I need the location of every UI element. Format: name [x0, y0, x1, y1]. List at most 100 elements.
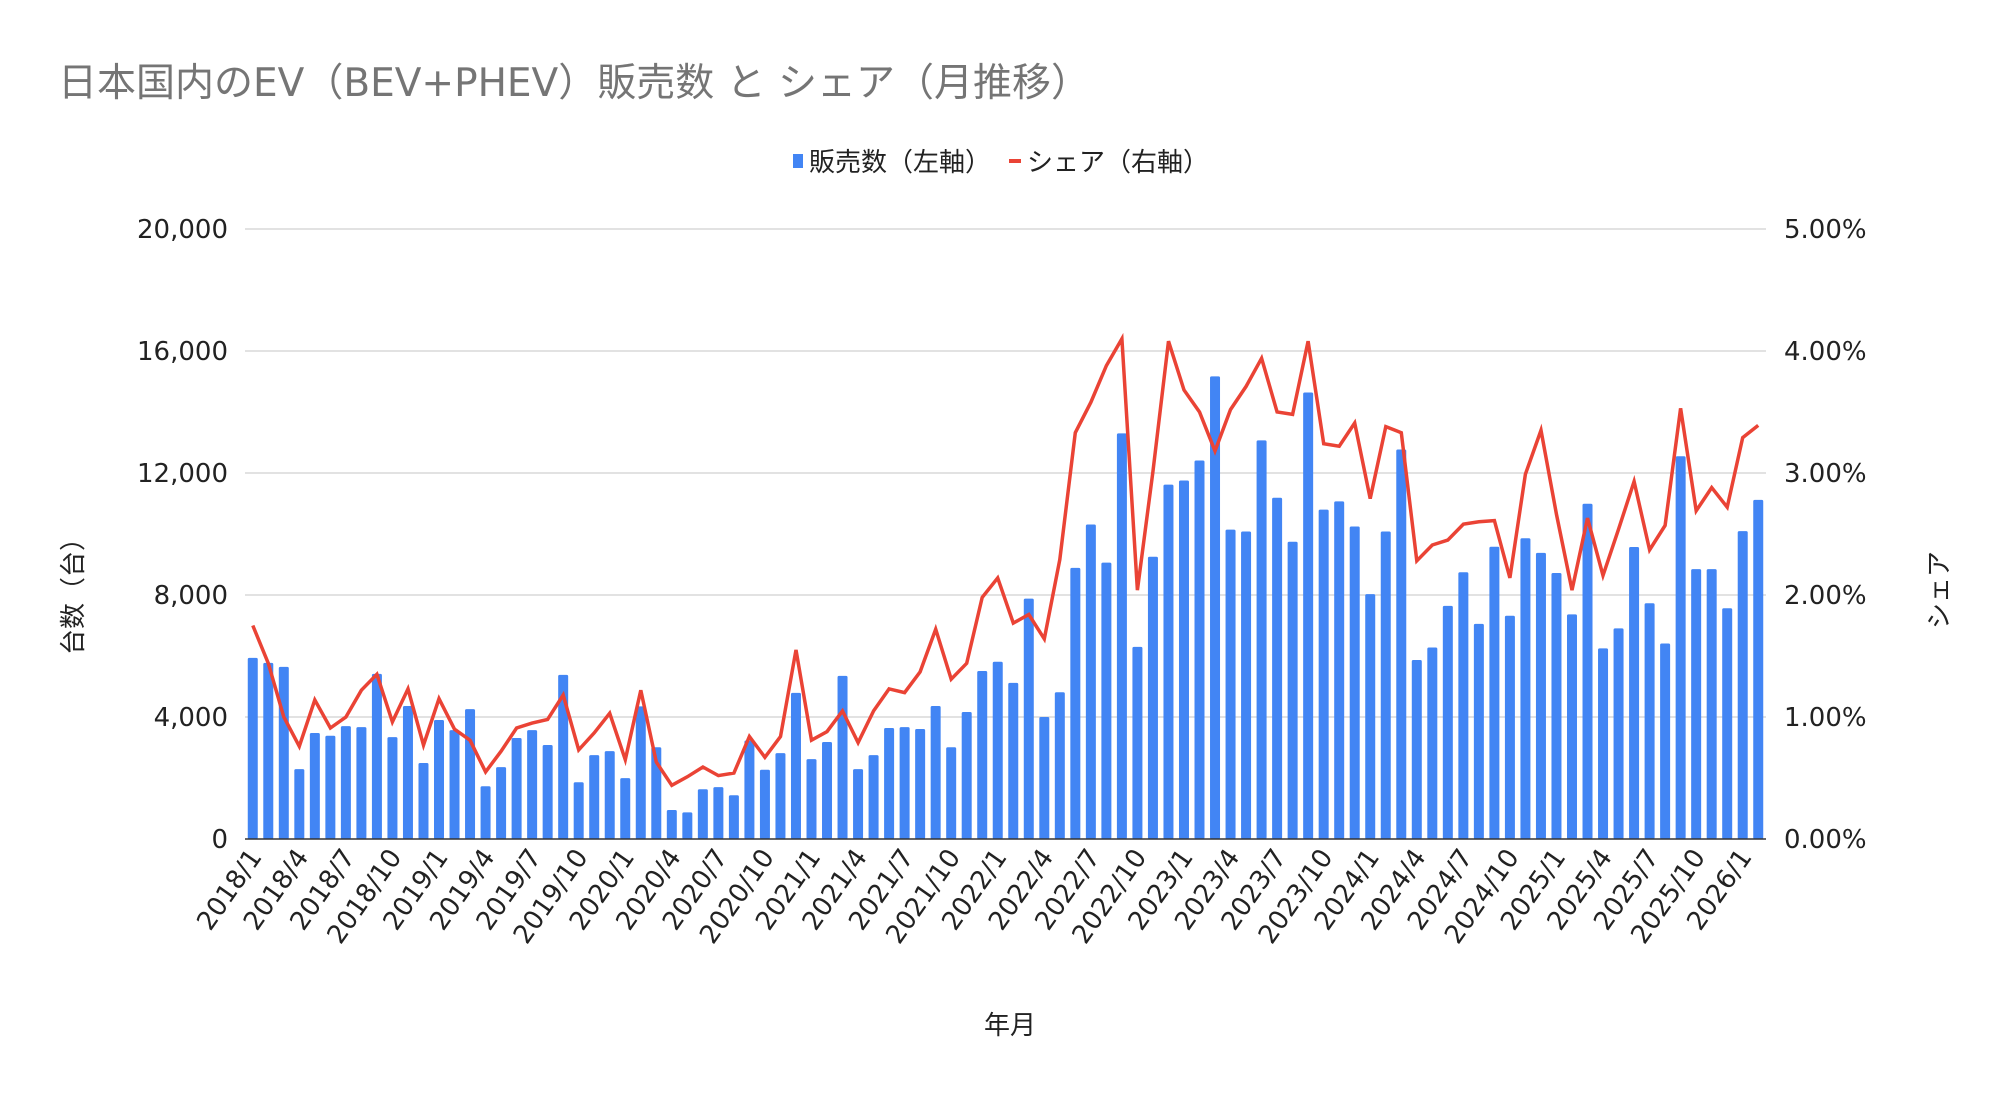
bar	[946, 747, 957, 839]
bar	[1629, 546, 1640, 839]
bar	[1023, 598, 1034, 839]
bar	[1691, 569, 1702, 839]
legend-line-swatch	[1009, 158, 1021, 163]
bar	[651, 747, 662, 839]
bar	[884, 727, 895, 839]
bar	[1566, 614, 1577, 839]
bar	[728, 795, 739, 839]
bar	[930, 706, 941, 839]
bar	[340, 726, 351, 839]
bar	[465, 709, 476, 839]
bar	[961, 711, 972, 839]
bar	[1132, 646, 1143, 839]
bar	[697, 789, 708, 839]
bar	[1535, 552, 1546, 839]
bar	[1675, 456, 1686, 839]
bar	[1613, 628, 1624, 839]
legend-bar-label: 販売数（左軸）	[808, 148, 991, 178]
legend-line-label: シェア（右軸）	[1027, 148, 1210, 178]
gridlines	[245, 228, 1766, 718]
bar	[666, 810, 677, 839]
bar	[1225, 529, 1236, 839]
bar	[1287, 541, 1298, 839]
bar	[418, 763, 429, 839]
bar	[1334, 501, 1345, 839]
bar	[744, 740, 755, 839]
bar	[1241, 531, 1252, 839]
bar	[1582, 503, 1593, 839]
bar	[434, 720, 445, 839]
bar	[371, 673, 382, 839]
bar	[1070, 567, 1081, 839]
chart-title: 日本国内のEV（BEV+PHEV）販売数 と シェア（月推移）	[58, 61, 1091, 106]
share-line	[251, 332, 1760, 788]
bar	[759, 769, 770, 839]
bar	[356, 727, 367, 839]
bar	[496, 767, 507, 839]
y-right-tick-label: 5.00%	[1784, 215, 1867, 245]
line-series	[251, 332, 1760, 788]
bar	[1101, 562, 1112, 839]
bar	[511, 738, 522, 839]
bar	[1489, 546, 1500, 839]
bar	[1706, 569, 1717, 839]
bar	[589, 755, 600, 839]
bar	[1598, 648, 1609, 839]
bar	[1178, 480, 1189, 839]
y-right-tick-label: 4.00%	[1784, 337, 1867, 367]
bar	[480, 786, 491, 839]
bar	[1054, 692, 1065, 839]
bar	[1458, 572, 1469, 839]
bar	[573, 782, 584, 839]
bar	[604, 751, 615, 839]
bar	[1722, 608, 1733, 839]
bar	[247, 657, 258, 839]
bar	[790, 692, 801, 839]
x-axis-title: 年月	[984, 1011, 1036, 1041]
bar	[1427, 647, 1438, 839]
y-left-tick-label: 0	[211, 825, 228, 855]
y-right-tick-label: 2.00%	[1784, 581, 1867, 611]
bar	[1210, 376, 1221, 839]
bar	[1116, 433, 1127, 839]
bar	[1644, 603, 1655, 839]
bar	[263, 662, 274, 839]
legend-bar-swatch	[792, 153, 803, 168]
bar	[775, 753, 786, 839]
bar	[713, 787, 724, 839]
bar	[806, 759, 817, 839]
axes: 0 0.00% 4,000 1.00% 8,000 2.00% 12,000 3.00% 16,…	[137, 215, 1867, 949]
bar	[1520, 538, 1531, 839]
bar	[1411, 659, 1422, 839]
bar	[1753, 499, 1764, 839]
bar	[1365, 594, 1376, 839]
bar	[449, 730, 460, 839]
legend: 販売数（左軸） シェア（右軸）	[0, 142, 2002, 179]
bar	[899, 727, 910, 839]
bar	[1396, 449, 1407, 839]
bar	[542, 745, 553, 839]
y-left-tick-label: 4,000	[154, 703, 228, 733]
bar	[682, 812, 693, 839]
bar	[1551, 573, 1562, 839]
bar	[309, 733, 320, 839]
bar	[1442, 605, 1453, 839]
bar	[527, 730, 538, 839]
bar	[1737, 531, 1748, 839]
bar	[977, 670, 988, 839]
bar	[1147, 556, 1158, 839]
y-left-tick-label: 12,000	[137, 459, 228, 489]
bar	[1504, 615, 1515, 839]
bar	[278, 666, 289, 839]
bar-series	[247, 376, 1764, 839]
bar	[992, 661, 1003, 839]
bar	[1349, 526, 1360, 839]
bar	[1085, 524, 1096, 839]
bar	[402, 706, 413, 839]
y-right-tick-label: 0.00%	[1784, 825, 1867, 855]
y-left-tick-label: 16,000	[137, 337, 228, 367]
bar	[853, 769, 864, 839]
bar	[822, 742, 833, 839]
y-right-tick-label: 1.00%	[1784, 703, 1867, 733]
